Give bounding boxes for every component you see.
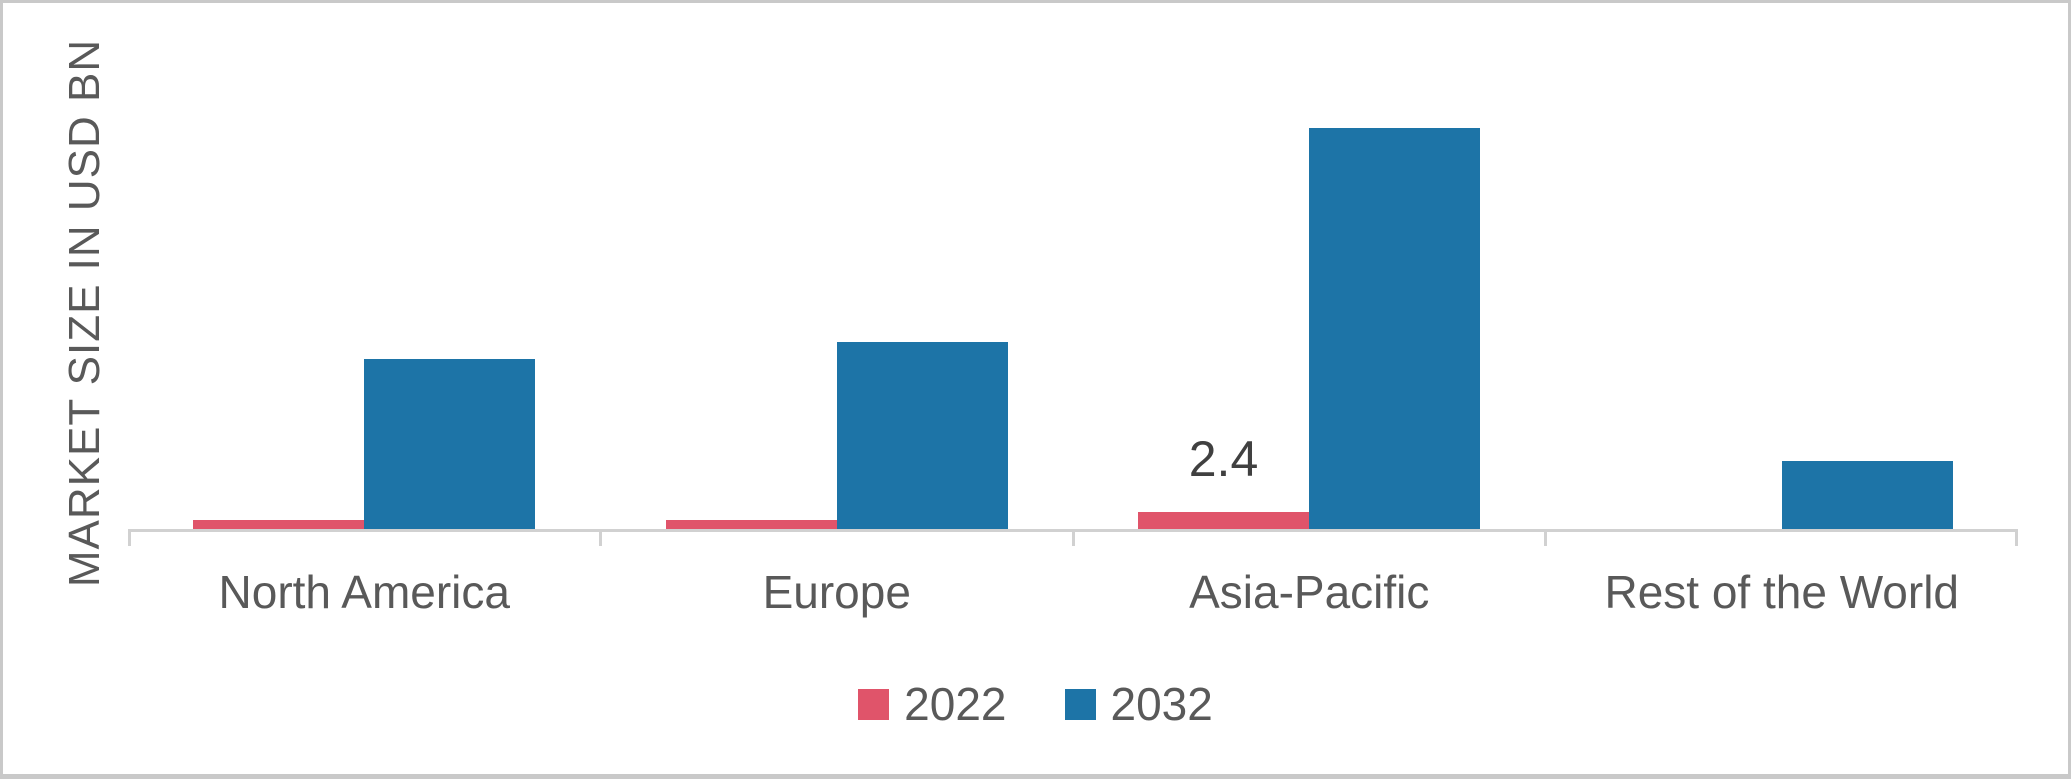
legend-swatch-2032 <box>1064 688 1096 720</box>
x-axis-tick <box>128 529 131 546</box>
bar-2032-rest-of-the-world <box>1782 461 1953 529</box>
legend-item-2022: 2022 <box>858 678 1007 730</box>
bar-2022-europe <box>666 520 837 529</box>
legend-label-2032: 2032 <box>1110 678 1213 730</box>
bar-2032-asia-pacific <box>1309 128 1480 529</box>
legend-item-2032: 2032 <box>1064 678 1213 730</box>
x-axis-tick <box>1071 529 1075 546</box>
bar-2022-asia-pacific <box>1138 512 1309 529</box>
x-axis-tick <box>2015 529 2018 546</box>
x-axis-label-north-america: North America <box>218 566 510 618</box>
plot-area: 2.4 <box>128 103 2018 546</box>
legend-label-2022: 2022 <box>904 678 1007 730</box>
bar-2032-north-america <box>364 359 535 529</box>
bar-2032-europe <box>837 342 1008 529</box>
legend-swatch-2022 <box>858 688 890 720</box>
x-axis-label-asia-pacific: Asia-Pacific <box>1189 566 1430 618</box>
x-axis-label-rest-of-the-world: Rest of the World <box>1604 566 1960 618</box>
legend: 2022 2032 <box>3 681 2068 727</box>
x-axis-tick <box>1544 529 1547 546</box>
bar-2022-north-america <box>193 520 364 529</box>
y-axis-title: MARKET SIZE IN USD BN <box>60 38 109 588</box>
x-axis-tick <box>599 529 602 546</box>
x-axis-label-europe: Europe <box>762 566 911 618</box>
x-axis-labels: North America Europe Asia-Pacific Rest of t… <box>128 567 2018 637</box>
value-label-2022-asia-pacific: 2.4 <box>1188 431 1259 487</box>
